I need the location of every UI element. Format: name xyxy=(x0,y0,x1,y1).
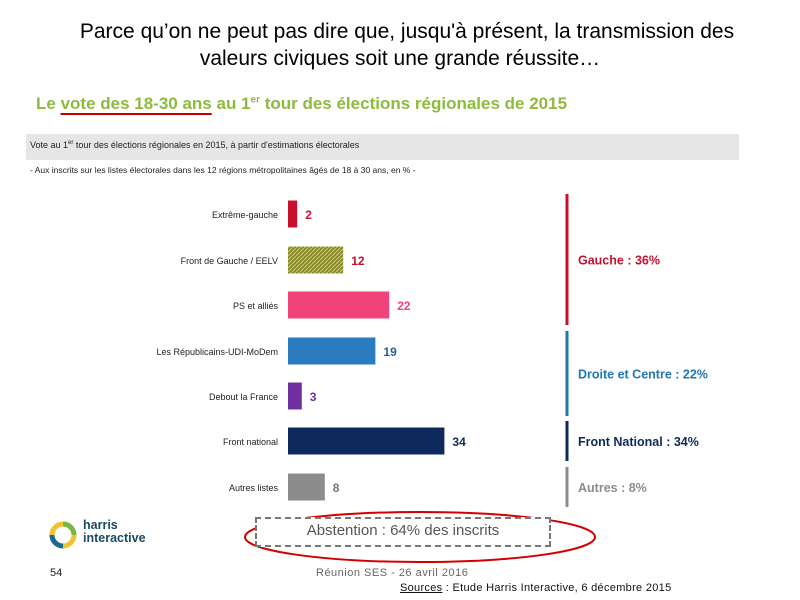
abstention-highlight-ellipse xyxy=(244,511,596,563)
subtitle-prefix: Le xyxy=(36,94,61,113)
footer-event: Réunion SES - 26 avril 2016 xyxy=(316,567,469,579)
harris-logo-icon xyxy=(49,521,77,549)
chart-note: - Aux inscrits sur les listes électorale… xyxy=(30,165,416,175)
bar xyxy=(288,473,325,501)
slide-headline: Parce qu’on ne peut pas dire que, jusqu'… xyxy=(0,18,800,72)
logo-line-2: interactive xyxy=(83,531,146,545)
category-label: Front national xyxy=(223,437,278,447)
subtitle-mid: au 1 xyxy=(211,94,251,113)
bar xyxy=(288,427,445,455)
value-label: 19 xyxy=(383,345,397,359)
value-label: 34 xyxy=(452,435,466,449)
abstention-box xyxy=(255,517,551,547)
group-label: Autres : 8% xyxy=(578,481,647,495)
subtitle-sup: er xyxy=(250,94,260,106)
page-number: 54 xyxy=(50,567,63,579)
footer-source: Sources : Etude Harris Interactive, 6 dé… xyxy=(400,582,672,594)
value-label: 3 xyxy=(310,390,317,404)
bar xyxy=(288,382,302,410)
abstention-label: Abstention : 64% des inscrits xyxy=(306,522,500,539)
category-label: Front de Gauche / EELV xyxy=(181,256,278,266)
group-label: Droite et Centre : 22% xyxy=(578,368,708,382)
source-text: : Etude Harris Interactive, 6 décembre 2… xyxy=(442,582,672,594)
chart-header-text: Vote au 1er tour des élections régionale… xyxy=(30,140,359,150)
bar xyxy=(288,337,376,365)
headline-line-2: valeurs civiques soit une grande réussit… xyxy=(199,47,601,70)
category-label: PS et alliés xyxy=(233,301,279,311)
band-post: tour des élections régionales en 2015, à… xyxy=(73,140,360,150)
category-label: Autres listes xyxy=(229,483,279,493)
value-label: 8 xyxy=(333,481,340,495)
bar xyxy=(288,200,298,228)
category-label: Extrême-gauche xyxy=(212,210,278,220)
value-label: 2 xyxy=(305,208,312,222)
logo-line-1: harris xyxy=(83,518,118,532)
band-pre: Vote au 1 xyxy=(30,140,69,150)
subtitle-suffix: tour des élections régionales de 2015 xyxy=(259,94,568,113)
bar xyxy=(288,291,390,319)
value-label: 22 xyxy=(397,299,411,313)
source-label: Sources xyxy=(400,582,443,594)
category-label: Debout la France xyxy=(209,392,278,402)
group-label: Gauche : 36% xyxy=(578,254,660,268)
subtitle-underlined: vote des 18-30 ans xyxy=(60,94,212,113)
value-label: 12 xyxy=(351,254,365,268)
group-label: Front National : 34% xyxy=(578,435,699,449)
chart-header-band xyxy=(26,134,739,160)
bar xyxy=(288,246,344,274)
headline-line-1: Parce qu’on ne peut pas dire que, jusqu'… xyxy=(79,20,735,43)
band-sup: er xyxy=(68,140,74,146)
category-label: Les Républicains-UDI-MoDem xyxy=(156,347,278,357)
chart-subtitle: Le vote des 18-30 ans au 1er tour des él… xyxy=(36,94,567,114)
logo-text: harris interactive xyxy=(83,519,146,545)
